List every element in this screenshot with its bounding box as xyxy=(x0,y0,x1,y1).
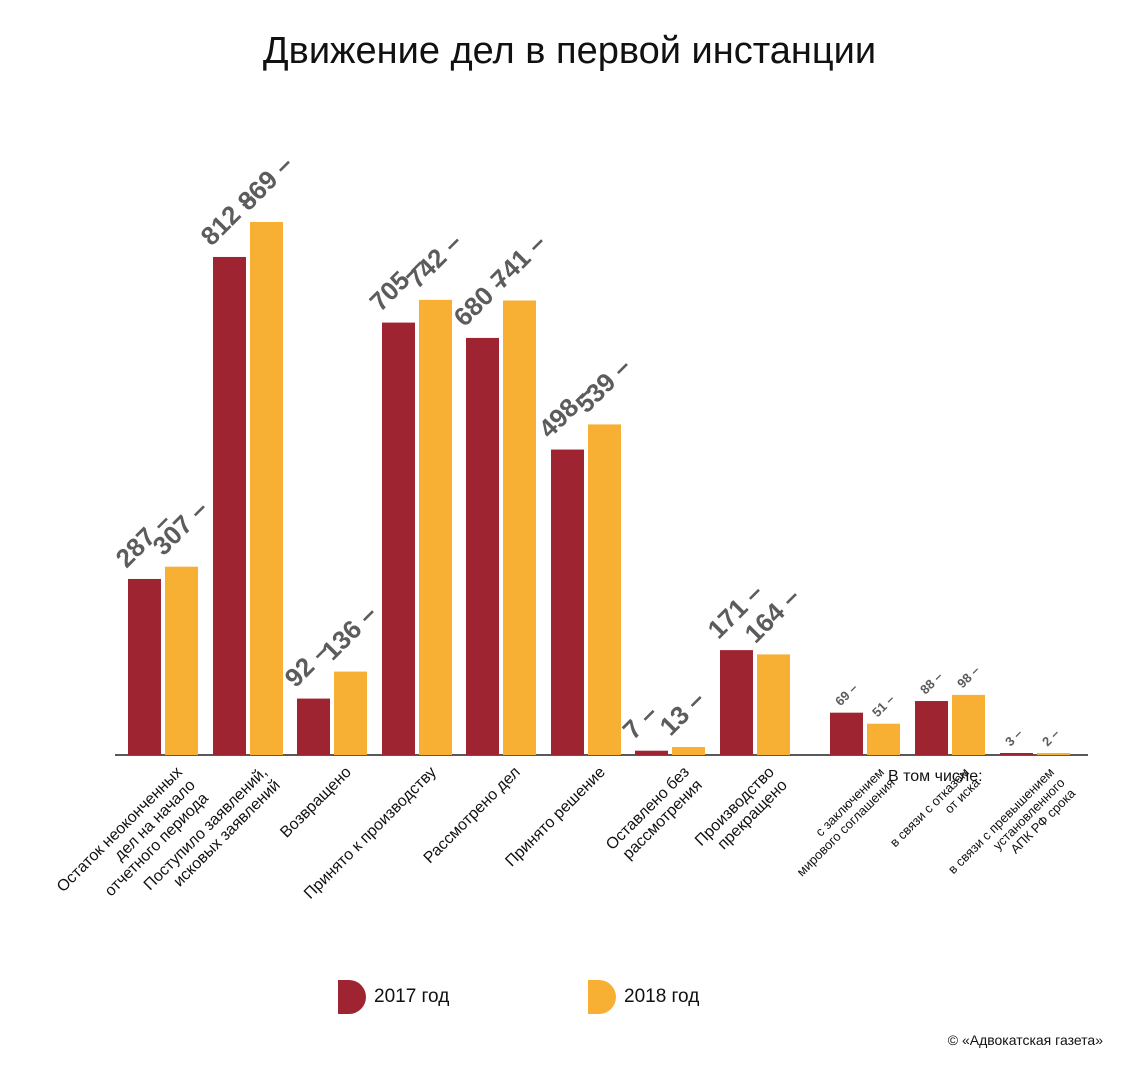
bar-2018 xyxy=(588,424,621,755)
bar-2017 xyxy=(213,256,246,755)
data-label: 741 – xyxy=(485,228,552,295)
bar-2017 xyxy=(128,578,161,755)
bar-2017 xyxy=(297,698,330,755)
category-label: Производствопрекращено xyxy=(692,764,791,863)
bar-2017 xyxy=(720,650,753,755)
legend-item-2018: 2018 год xyxy=(588,980,699,1014)
legend-label-2018: 2018 год xyxy=(624,986,700,1007)
bar-2018 xyxy=(250,222,283,755)
data-label: 98 – xyxy=(954,663,983,692)
bar-2017 xyxy=(1000,753,1033,755)
subgroup-heading: В том числе: xyxy=(888,768,983,785)
chart-title: Движение дел в первой инстанции xyxy=(262,30,877,72)
legend-swatch-2018 xyxy=(588,980,616,1014)
bar-2017 xyxy=(830,712,863,755)
category-label: с заключениеммирового соглашения xyxy=(783,764,898,879)
bar-2017 xyxy=(382,322,415,755)
bar-2017 xyxy=(635,750,668,755)
bar-2018 xyxy=(1037,753,1070,755)
bar-2018 xyxy=(757,654,790,755)
category-label: Оставлено безрассмотрения xyxy=(603,764,706,867)
bar-2018 xyxy=(867,723,900,755)
bar-2017 xyxy=(551,449,584,755)
data-label: 88 – xyxy=(917,669,946,698)
data-label: 136 – xyxy=(316,599,383,666)
data-label: 3 – xyxy=(1002,726,1025,749)
legend-swatch-2017 xyxy=(338,980,366,1014)
bar-2018 xyxy=(419,299,452,755)
category-label: Возвращено xyxy=(277,764,355,842)
bar-2018 xyxy=(672,747,705,755)
bar-2018 xyxy=(503,300,536,755)
data-label: 51 – xyxy=(869,691,898,720)
data-label: 69 – xyxy=(832,680,861,709)
copyright-notice: © «Адвокатская газета» xyxy=(947,1032,1103,1048)
data-label: 13 – xyxy=(654,684,711,741)
data-label: 869 – xyxy=(232,149,299,216)
bar-2017 xyxy=(466,337,499,755)
category-label-line: мирового соглашения xyxy=(794,775,898,879)
category-label-line: Возвращено xyxy=(277,764,355,842)
bar-2018 xyxy=(165,566,198,755)
bar-2017 xyxy=(915,701,948,755)
bar-2018 xyxy=(334,671,367,755)
legend-label-2017: 2017 год xyxy=(374,986,450,1007)
data-label: 2 – xyxy=(1039,726,1062,749)
bar-2018 xyxy=(952,694,985,755)
legend-item-2017: 2017 год xyxy=(338,980,449,1014)
